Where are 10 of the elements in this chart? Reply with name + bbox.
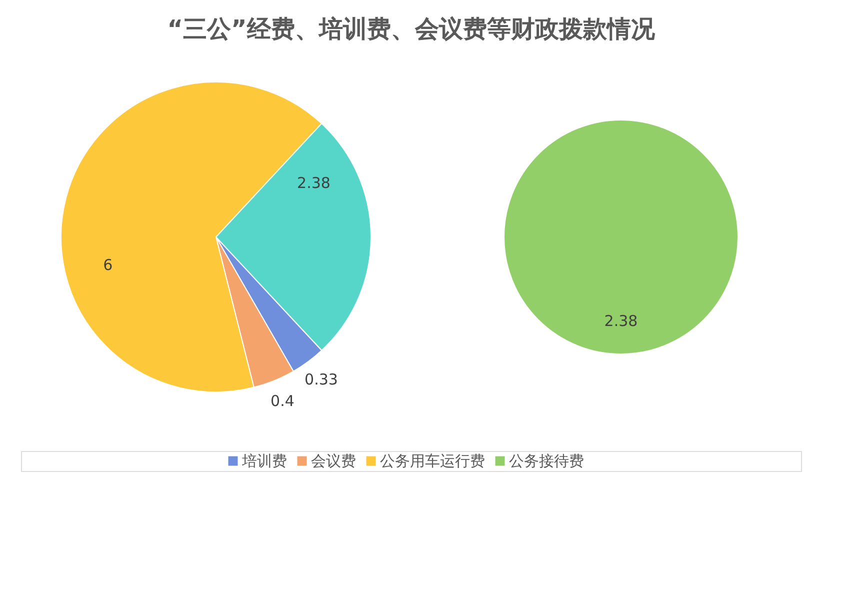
legend-label: 公务接待费 — [509, 452, 584, 470]
data-label: 2.38 — [297, 174, 330, 192]
legend-label: 培训费 — [241, 452, 287, 470]
data-label: 0.4 — [270, 392, 294, 410]
data-label: 0.33 — [304, 370, 338, 388]
data-label: 2.38 — [604, 312, 638, 330]
chart-title: “三公”经费、培训费、会议费等财政拨款情况 — [167, 15, 656, 43]
legend-label: 公务用车运行费 — [380, 452, 485, 470]
legend-label: 会议费 — [311, 452, 356, 470]
data-label: 6 — [103, 256, 113, 274]
